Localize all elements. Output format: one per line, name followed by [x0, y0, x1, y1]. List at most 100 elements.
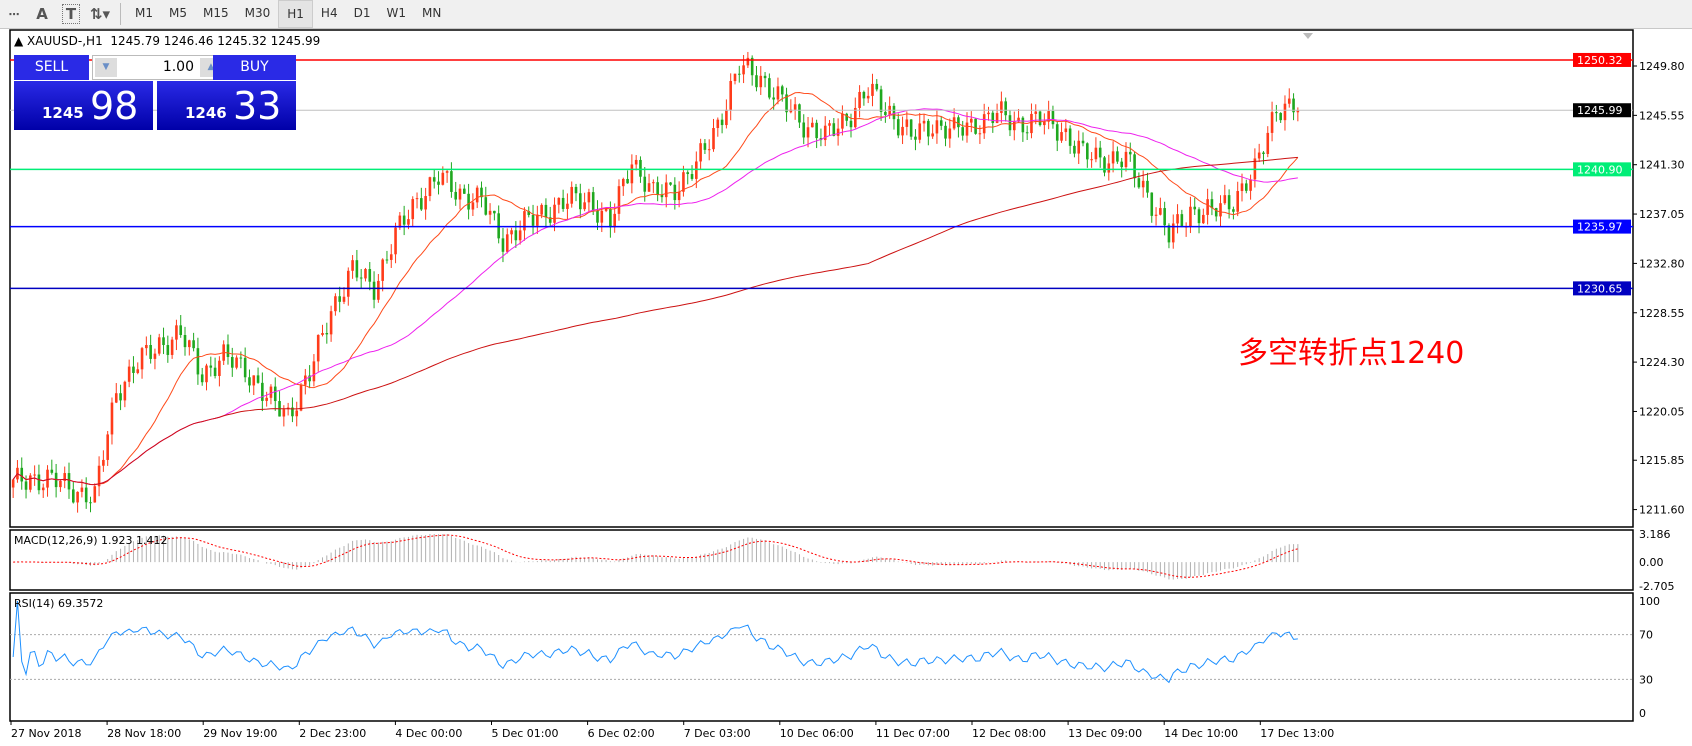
candle-body [1163, 208, 1166, 226]
candle-body [1055, 124, 1059, 141]
text-label-icon[interactable]: T [62, 4, 80, 24]
candle-body [982, 114, 986, 134]
candle-body [1012, 121, 1016, 131]
toolbar-divider [120, 3, 121, 25]
ohlc-values: 1245.79 1246.46 1245.32 1245.99 [110, 34, 321, 48]
chart-annotation[interactable]: 多空转折点1240 [1238, 336, 1465, 371]
candle-body [11, 479, 15, 488]
candle-body [471, 202, 475, 210]
candle-body [1180, 214, 1184, 228]
candle-body [411, 199, 415, 220]
lot-decrease-icon[interactable]: ▼ [95, 58, 117, 77]
x-tick-label: 28 Nov 18:00 [107, 727, 181, 740]
candle-body [136, 369, 140, 373]
candle-body [80, 487, 84, 492]
crosshair-icon[interactable]: ⋯ [8, 7, 20, 21]
y-tick-label: 1211.60 [1639, 504, 1685, 517]
x-tick-label: 17 Dec 13:00 [1260, 727, 1334, 740]
collapse-triangle-icon[interactable]: ▲ [14, 34, 28, 48]
candle-body [1008, 115, 1012, 131]
arrows-icon[interactable]: ⇅▾ [89, 5, 111, 23]
candle-body [1111, 151, 1115, 164]
ma-slow-line [12, 156, 1298, 486]
candle-body [364, 269, 367, 279]
candle-body [604, 208, 608, 211]
candle-body [1214, 208, 1218, 217]
candle-body [170, 339, 174, 355]
timeframe-m1[interactable]: M1 [135, 6, 153, 20]
timeframe-h1[interactable]: H1 [278, 0, 313, 28]
candle-body [510, 230, 513, 235]
candle-body [617, 186, 621, 214]
sell-price-button[interactable]: 1245 98 [14, 81, 153, 130]
macd-tick-label: 3.186 [1639, 528, 1671, 541]
candle-body [858, 91, 861, 108]
text-icon[interactable]: A [36, 5, 48, 23]
candle-body [316, 334, 320, 362]
y-tick-label: 1224.30 [1639, 356, 1685, 369]
candle-body [652, 182, 655, 184]
candle-body [935, 120, 939, 134]
candle-body [389, 254, 393, 260]
buy-price-button[interactable]: 1246 33 [157, 81, 296, 130]
candle-body [329, 311, 333, 335]
candle-body [939, 120, 943, 126]
price-level-tag [1573, 103, 1631, 118]
candle-body [420, 198, 423, 210]
candle-body [59, 480, 62, 488]
timeframe-d1[interactable]: D1 [353, 6, 371, 20]
candle-body [1270, 112, 1274, 133]
candle-body [84, 487, 88, 503]
candle-body [1176, 214, 1179, 224]
candle-body [699, 143, 702, 162]
candle-body [798, 104, 801, 123]
candle-body [41, 487, 45, 491]
candle-body [1086, 143, 1089, 160]
timeframe-w1[interactable]: W1 [386, 6, 406, 20]
candle-body [114, 393, 118, 403]
y-tick-label: 1220.05 [1639, 405, 1685, 418]
candle-body [1051, 111, 1055, 125]
timeframe-h4[interactable]: H4 [320, 6, 338, 20]
candle-body [230, 357, 234, 368]
candle-body [746, 57, 750, 66]
sell-price-pips: 98 [90, 84, 139, 128]
candle-body [153, 353, 157, 359]
candle-body [703, 143, 707, 150]
candle-body [991, 112, 995, 124]
candle-body [1266, 132, 1270, 154]
candle-body [1077, 140, 1081, 154]
timeframe-m15[interactable]: M15 [203, 6, 229, 20]
buy-button[interactable]: BUY [213, 55, 296, 80]
candle-body [1146, 180, 1149, 193]
candle-body [273, 386, 277, 402]
candle-body [1171, 223, 1175, 243]
candle-body [1107, 163, 1111, 173]
candle-body [1116, 151, 1119, 162]
candle-body [1257, 152, 1261, 159]
candle-body [441, 172, 445, 185]
candle-body [918, 123, 922, 140]
candle-body [454, 191, 458, 200]
ma-fast-line [12, 91, 1299, 486]
candle-body [875, 83, 879, 90]
candle-body [312, 361, 316, 382]
timeframe-m5[interactable]: M5 [169, 6, 187, 20]
candle-body [480, 187, 483, 198]
candle-body [346, 270, 350, 297]
candle-body [1073, 145, 1076, 154]
candle-body [218, 360, 221, 377]
sell-button[interactable]: SELL [14, 55, 89, 80]
candle-body [385, 259, 389, 261]
candle-body [1292, 98, 1295, 113]
timeframe-mn[interactable]: MN [421, 6, 442, 20]
candle-body [458, 188, 462, 200]
y-tick-label: 1215.85 [1639, 454, 1685, 467]
candle-body [871, 83, 874, 96]
lot-value[interactable]: 1.00 [162, 59, 194, 75]
candle-body [772, 97, 775, 100]
candle-body [252, 375, 256, 386]
timeframe-m30[interactable]: M30 [244, 6, 271, 20]
lot-size-input[interactable]: ▼ 1.00 ▲ [92, 55, 225, 80]
candle-body [1296, 110, 1300, 113]
